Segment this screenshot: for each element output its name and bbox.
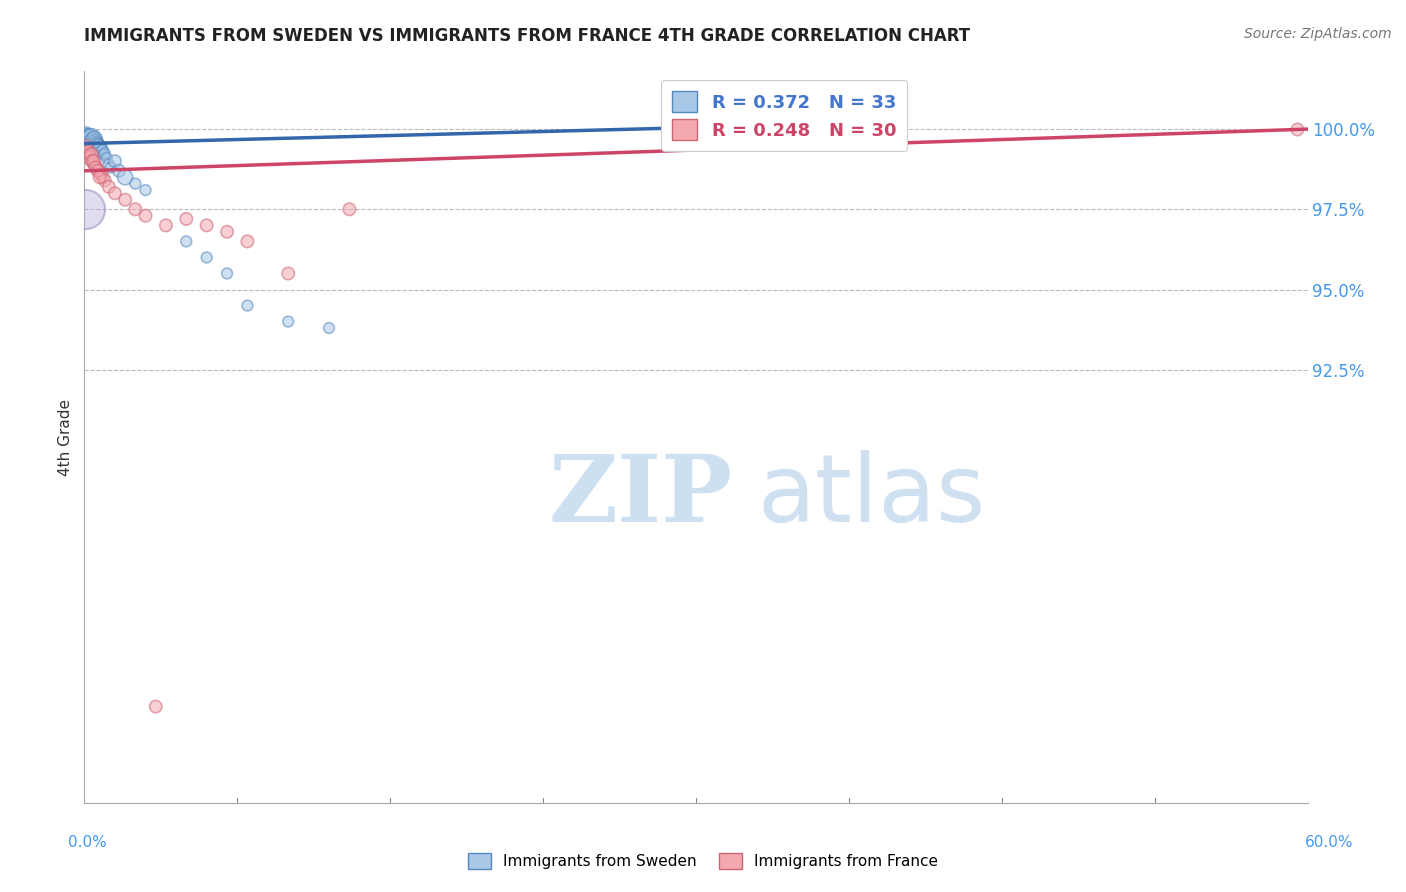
Point [114,170,136,185]
Point [277,315,299,329]
Point [77,145,100,159]
Point [90,167,112,181]
Point [89,141,111,155]
Point [83,157,105,171]
Point [236,235,259,249]
Point [217,225,239,239]
Point [104,186,127,201]
Point [135,209,157,223]
Point [124,177,146,191]
Point [83,154,105,169]
Y-axis label: 4th Grade: 4th Grade [58,399,73,475]
Text: 60.0%: 60.0% [1305,836,1353,850]
Text: 0.0%: 0.0% [67,836,107,850]
Text: IMMIGRANTS FROM SWEDEN VS IMMIGRANTS FROM FRANCE 4TH GRADE CORRELATION CHART: IMMIGRANTS FROM SWEDEN VS IMMIGRANTS FRO… [84,27,970,45]
Legend: R = 0.372   N = 33, R = 0.248   N = 30: R = 0.372 N = 33, R = 0.248 N = 30 [661,80,907,151]
Point [155,219,177,233]
Point [89,170,111,185]
Point [79,132,101,146]
Point [339,202,360,217]
Point [236,299,259,313]
Point [96,151,118,165]
Point [108,163,131,178]
Point [79,151,101,165]
Text: atlas: atlas [758,450,986,541]
Point [79,148,101,162]
Point [80,130,103,145]
Point [114,193,136,207]
Point [100,161,122,175]
Point [93,146,115,161]
Point [1286,122,1309,136]
Point [86,163,108,178]
Point [318,321,340,335]
Point [277,267,299,281]
Point [145,699,167,714]
Point [104,154,127,169]
Point [217,267,239,281]
Point [87,163,110,178]
Point [90,140,112,154]
Point [86,136,108,151]
Point [84,135,107,149]
Text: Source: ZipAtlas.com: Source: ZipAtlas.com [1244,27,1392,41]
Point [75,125,97,139]
Point [97,179,120,194]
Point [195,219,218,233]
Point [82,135,104,149]
Point [195,251,218,265]
Point [135,183,157,197]
Point [80,148,103,162]
Point [91,170,114,185]
Point [124,202,146,217]
Point [174,211,197,226]
Point [82,154,104,169]
Point [76,141,98,155]
Point [83,133,105,147]
Legend: Immigrants from Sweden, Immigrants from France: Immigrants from Sweden, Immigrants from … [461,847,945,875]
Point [84,161,107,175]
Point [97,157,120,171]
Point [90,145,112,159]
Point [87,138,110,153]
Point [91,143,114,157]
Point [79,128,101,143]
Point [83,132,105,146]
Text: ZIP: ZIP [548,450,733,541]
Point [93,148,115,162]
Point [174,235,197,249]
Point [76,127,98,141]
Point [75,202,97,217]
Point [93,173,115,187]
Point [75,138,97,153]
Point [77,128,100,143]
Point [86,138,108,153]
Point [86,161,108,175]
